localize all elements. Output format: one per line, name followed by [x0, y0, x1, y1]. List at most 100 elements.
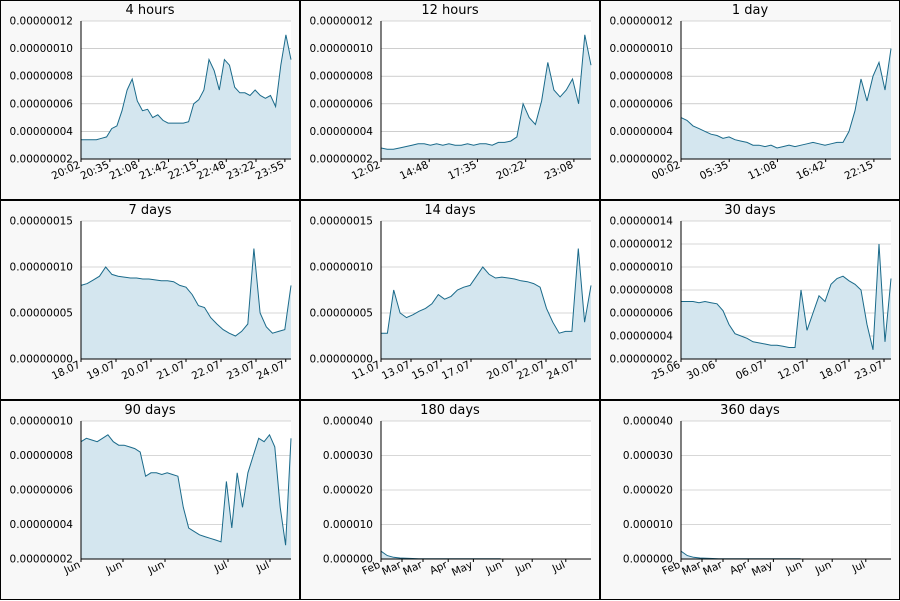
- series-area: [681, 48, 891, 159]
- chart-panel: 0.000000 0.000010 0.000020 0.000030 0.000040…: [600, 400, 900, 600]
- y-tick-label: 0.00000002: [310, 154, 373, 166]
- y-tick-label: 0.00000014: [610, 216, 674, 228]
- x-tick-label: 19.07: [85, 359, 117, 383]
- chart-title: 14 days: [424, 203, 476, 218]
- x-tick-label: Jun: [813, 559, 834, 577]
- chart-svg: 0.000000 0.000010 0.000020 0.000030 0.000040…: [323, 416, 591, 579]
- x-tick-label: Mar: [380, 559, 404, 579]
- y-tick-label: 0.00000002: [10, 554, 73, 566]
- y-tick-label: 0.00000012: [610, 239, 673, 251]
- y-tick-label: 0.00000006: [10, 98, 74, 110]
- x-tick-label: Jun: [513, 559, 534, 577]
- x-tick-label: 14:48: [398, 159, 431, 183]
- series-line: [80, 248, 292, 337]
- chart-panel: 0.000000 0.000010 0.000020 0.000030 0.000040…: [300, 400, 600, 600]
- x-tick-label: 23:08: [543, 159, 576, 183]
- x-tick-label: 22.07: [515, 359, 547, 383]
- series-area: [381, 551, 501, 559]
- series-line: [80, 433, 292, 546]
- y-tick-label: 0.000030: [623, 450, 673, 462]
- y-tick-label: 0.00000004: [10, 126, 74, 138]
- y-tick-label: 0.00000010: [310, 43, 373, 55]
- y-tick-label: 0.00000012: [610, 16, 673, 28]
- chart-title: 360 days: [720, 403, 780, 418]
- x-tick-label: 13.07: [380, 359, 412, 383]
- x-tick-label: 23.07: [225, 359, 257, 383]
- chart-panel: 0.00000002 0.00000004 0.00000006 0.00000008…: [0, 400, 300, 600]
- chart-svg: 0.00000002 0.00000004 0.00000006 0.00000008…: [10, 16, 292, 183]
- x-tick-label: Jul: [212, 559, 229, 576]
- y-tick-label: 0.00000010: [10, 416, 73, 428]
- y-tick-label: 0.00000002: [610, 154, 673, 166]
- y-tick-label: 0.00000005: [10, 308, 73, 320]
- series-line: [381, 248, 592, 334]
- x-tick-label: Jul: [254, 559, 271, 576]
- series-area: [681, 244, 891, 359]
- x-tick-label: 30.06: [685, 359, 718, 383]
- x-tick-label: 22:15: [166, 159, 199, 183]
- series-area: [81, 34, 291, 159]
- chart-panel: 0.00000000 0.00000005 0.00000010 0.00000015…: [300, 200, 600, 400]
- y-tick-label: 0.00000004: [610, 331, 674, 343]
- x-tick-label: 17:35: [446, 159, 479, 183]
- y-tick-label: 0.00000006: [610, 308, 674, 320]
- y-tick-label: 0.00000015: [310, 216, 373, 228]
- chart-svg: 0.000000 0.000010 0.000020 0.000030 0.000040…: [623, 416, 891, 579]
- y-tick-label: 0.00000004: [10, 519, 74, 531]
- y-tick-label: 0.00000002: [10, 154, 73, 166]
- x-tick-label: 18.07: [818, 359, 850, 383]
- x-tick-label: 05:35: [698, 159, 731, 183]
- x-tick-label: 20.07: [120, 359, 152, 383]
- series-area: [81, 248, 291, 359]
- x-tick-label: 17.07: [440, 359, 472, 383]
- y-tick-label: 0.00000008: [10, 450, 73, 462]
- chart-panel: 0.00000002 0.00000004 0.00000006 0.00000008…: [0, 0, 300, 200]
- series-area: [81, 434, 291, 559]
- y-tick-label: 0.00000010: [10, 43, 73, 55]
- y-tick-label: 0.00000012: [10, 16, 73, 28]
- x-tick-label: 22.07: [190, 359, 222, 383]
- x-tick-label: 23:55: [254, 159, 287, 183]
- x-tick-label: Jun: [145, 559, 166, 577]
- x-tick-label: 16:42: [794, 159, 827, 183]
- y-tick-label: 0.00000006: [10, 485, 74, 497]
- chart-panel: 0.00000000 0.00000005 0.00000010 0.00000015…: [0, 200, 300, 400]
- x-tick-label: 22:15: [843, 159, 876, 183]
- y-tick-label: 0.00000000: [310, 354, 373, 366]
- y-tick-label: 0.00000012: [310, 16, 373, 28]
- chart-panel: 0.00000002 0.00000004 0.00000006 0.00000008…: [300, 0, 600, 200]
- y-tick-label: 0.00000008: [10, 71, 73, 83]
- x-tick-label: 21.07: [155, 359, 187, 383]
- y-tick-label: 0.00000004: [610, 126, 674, 138]
- series-area: [381, 34, 591, 159]
- y-tick-label: 0.00000006: [610, 98, 674, 110]
- y-tick-label: 0.00000010: [610, 43, 673, 55]
- x-tick-label: 20.07: [485, 359, 517, 383]
- x-tick-label: Jun: [483, 559, 504, 577]
- y-tick-label: 0.00000002: [610, 354, 673, 366]
- chart-panel: 0.00000002 0.00000004 0.00000006 0.00000008…: [600, 0, 900, 200]
- x-tick-label: 22:48: [195, 159, 228, 183]
- y-tick-label: 0.000000: [323, 554, 373, 566]
- y-tick-label: 0.000020: [623, 485, 673, 497]
- series-line: [680, 48, 892, 149]
- x-tick-label: 24.07: [255, 359, 287, 383]
- chart-title: 1 day: [731, 3, 769, 18]
- x-tick-label: Jul: [550, 559, 567, 576]
- y-tick-label: 0.00000010: [310, 262, 373, 274]
- y-tick-label: 0.000010: [323, 519, 373, 531]
- x-tick-label: 15.07: [410, 359, 442, 383]
- y-tick-label: 0.00000008: [610, 285, 673, 297]
- chart-title: 90 days: [124, 403, 176, 418]
- x-tick-label: May: [750, 559, 775, 579]
- chart-title: 7 days: [128, 203, 172, 218]
- x-tick-label: 12.07: [776, 359, 808, 383]
- x-tick-label: Mar: [701, 559, 725, 579]
- x-tick-label: Mar: [401, 559, 425, 579]
- y-tick-label: 0.000000: [623, 554, 673, 566]
- y-tick-label: 0.000040: [323, 416, 373, 428]
- y-tick-label: 0.00000008: [610, 71, 673, 83]
- y-tick-label: 0.00000010: [610, 262, 673, 274]
- chart-title: 4 hours: [125, 3, 175, 18]
- series-area: [381, 248, 591, 359]
